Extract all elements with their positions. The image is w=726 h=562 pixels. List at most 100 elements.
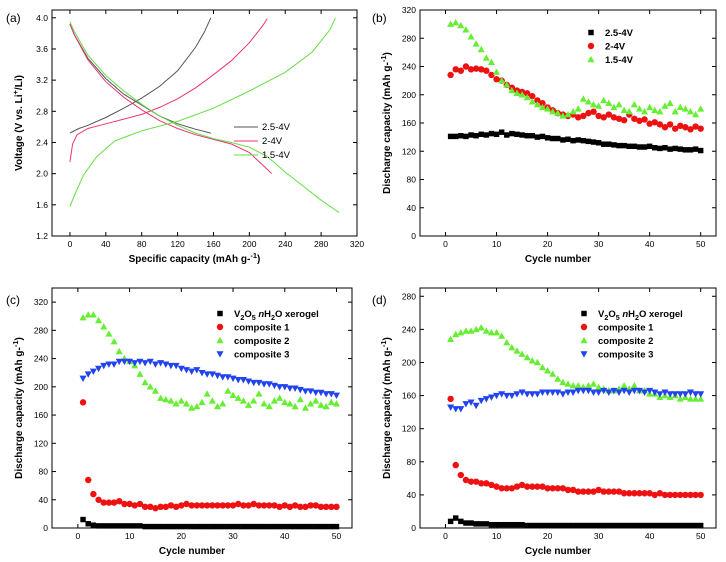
data-point xyxy=(657,522,663,529)
data-point xyxy=(131,502,138,509)
data-point xyxy=(172,503,180,511)
data-point xyxy=(230,523,236,530)
y-axis-title: Discharge capacity (mAh g--1) xyxy=(11,337,25,479)
data-point xyxy=(503,392,511,400)
data-point xyxy=(219,400,227,407)
data-point xyxy=(493,68,501,75)
data-point xyxy=(483,132,490,138)
data-point xyxy=(229,391,237,399)
data-point xyxy=(463,133,469,140)
data-point xyxy=(105,361,113,368)
x-tick-label: 40 xyxy=(645,239,655,249)
data-point xyxy=(549,135,556,142)
data-point xyxy=(559,391,567,398)
x-tick-label: 160 xyxy=(206,239,220,249)
data-point xyxy=(266,502,273,509)
data-point xyxy=(452,406,460,413)
data-point xyxy=(291,385,299,392)
data-point xyxy=(672,145,678,152)
data-point xyxy=(100,323,108,330)
data-point xyxy=(493,392,501,400)
data-point xyxy=(168,523,174,530)
data-point xyxy=(100,362,108,370)
data-point xyxy=(682,124,689,131)
data-point xyxy=(554,375,562,382)
data-point xyxy=(327,398,335,406)
y-tick-label: 3.6 xyxy=(36,44,48,54)
data-point xyxy=(697,491,704,499)
data-point xyxy=(555,135,561,142)
data-point xyxy=(462,327,470,334)
data-point xyxy=(656,108,664,115)
y-tick-label: 120 xyxy=(34,438,48,448)
data-point xyxy=(564,486,572,494)
data-point xyxy=(472,40,480,47)
data-point xyxy=(615,389,623,396)
data-point xyxy=(209,502,216,509)
data-point xyxy=(682,491,689,499)
data-point xyxy=(487,58,495,65)
legend-marker xyxy=(581,310,587,317)
data-point xyxy=(564,380,572,387)
chart-panel-3: (c) 0 10 20 30 40 50 0 40 80 120 160 200 240 280 320 Cyc… xyxy=(6,287,353,557)
x-tick-label: 10 xyxy=(492,239,502,249)
data-point xyxy=(478,131,484,138)
data-point xyxy=(697,105,705,112)
data-point xyxy=(579,387,587,395)
legend-label: composite 3 xyxy=(598,350,653,361)
data-point xyxy=(667,522,673,529)
data-point xyxy=(533,391,541,398)
data-point xyxy=(631,115,638,122)
y-tick-label: 40 xyxy=(407,203,417,213)
data-point xyxy=(234,377,242,384)
data-point xyxy=(589,100,598,108)
data-point xyxy=(213,372,222,380)
data-point xyxy=(692,522,699,529)
data-point xyxy=(322,402,330,410)
data-point xyxy=(167,502,175,509)
data-point xyxy=(297,503,304,511)
data-point xyxy=(529,483,536,490)
y-axis-title: Discharge capacity (mAh g--1) xyxy=(379,52,393,194)
data-point xyxy=(182,367,191,374)
data-point xyxy=(473,132,479,139)
y-tick-label: 200 xyxy=(34,382,48,392)
data-point xyxy=(667,146,673,152)
panel-label: (a) xyxy=(6,11,21,25)
data-point xyxy=(178,523,185,530)
data-point xyxy=(666,99,674,106)
y-tick-label: 4.0 xyxy=(36,13,48,23)
data-point xyxy=(110,499,118,506)
y-tick-label: 2.0 xyxy=(36,169,48,179)
data-point xyxy=(600,96,608,104)
data-point xyxy=(523,483,531,490)
data-point xyxy=(523,93,531,101)
data-point xyxy=(224,374,232,381)
data-point xyxy=(203,390,211,397)
data-point xyxy=(630,100,638,108)
data-point xyxy=(317,401,325,408)
data-point xyxy=(610,103,618,111)
data-point xyxy=(172,362,180,370)
data-point xyxy=(528,391,536,398)
data-point xyxy=(457,329,465,336)
x-tick-label: 0 xyxy=(75,531,80,541)
x-tick-label: 200 xyxy=(242,239,256,249)
data-point xyxy=(198,369,206,377)
legend-marker xyxy=(580,323,588,331)
data-point xyxy=(539,483,546,490)
data-point xyxy=(157,503,164,511)
data-point xyxy=(199,523,205,530)
data-point xyxy=(600,488,607,495)
data-point xyxy=(549,108,557,115)
data-point xyxy=(172,400,180,407)
data-point xyxy=(162,361,170,368)
data-point xyxy=(687,522,694,529)
y-tick-label: 160 xyxy=(34,410,48,420)
data-point xyxy=(141,503,149,511)
data-point xyxy=(477,397,485,405)
data-point xyxy=(666,491,674,499)
y-tick-label: 320 xyxy=(34,297,48,307)
panel-label: (d) xyxy=(372,293,387,307)
data-point xyxy=(621,142,627,149)
